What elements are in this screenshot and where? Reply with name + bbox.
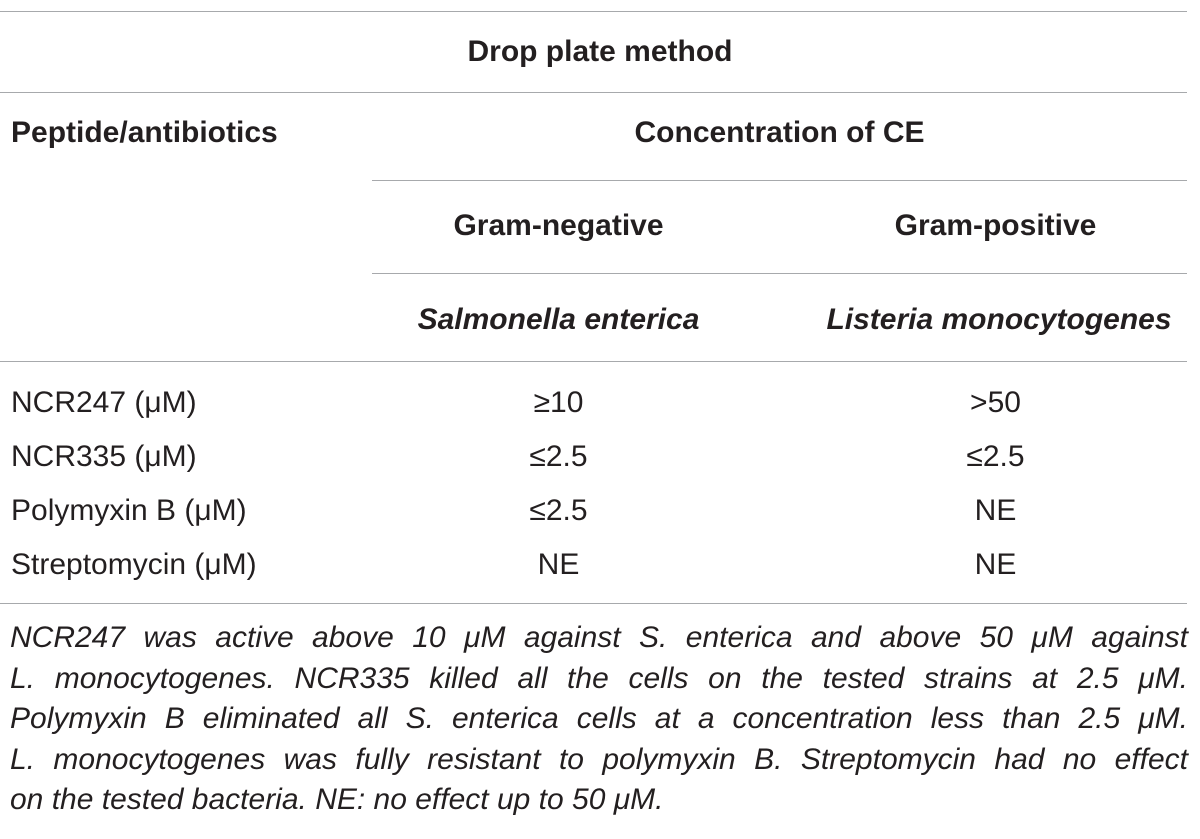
row-label: Streptomycin (μM) [11,548,257,581]
row-label: NCR335 (μM) [11,440,197,473]
column-header-species-salmonella: Salmonella enterica [417,303,700,336]
cell-gram-positive: >50 [970,386,1021,419]
header-bottom-rule [0,361,1187,362]
column-header-species-listeria: Listeria monocytogenes [826,303,1172,336]
table-title: Drop plate method [467,35,733,68]
footnote-line: Polymyxin B eliminated all S. enterica c… [10,702,1188,735]
cell-gram-positive: ≤2.5 [966,440,1025,473]
cell-gram-negative: ≤2.5 [529,494,588,527]
group-header-rule [372,180,1187,181]
cell-gram-negative: NE [537,548,580,581]
row-label: NCR247 (μM) [11,386,197,419]
table-top-rule [0,11,1187,12]
cell-gram-negative: ≥10 [533,386,584,419]
cell-gram-negative: ≤2.5 [529,440,588,473]
table-bottom-rule [0,603,1187,604]
row-label: Polymyxin B (μM) [11,494,247,527]
footnote-line: NCR247 was active above 10 μM against S.… [10,621,1188,654]
column-header-gram-negative: Gram-negative [453,209,664,242]
row-header: Peptide/antibiotics [11,116,278,149]
table-footnote: NCR247 was active above 10 μM against S.… [10,618,1188,821]
footnote-line: L. monocytogenes was fully resistant to … [10,742,1188,776]
group-header: Concentration of CE [634,116,925,149]
cell-gram-positive: NE [974,494,1017,527]
footnote-line: L. monocytogenes. NCR335 killed all the … [10,661,1188,695]
gram-header-rule [372,273,1187,274]
title-rule [0,92,1187,93]
cell-gram-positive: NE [974,548,1017,581]
footnote-line: on the tested bacteria. NE: no effect up… [10,783,664,816]
column-header-gram-positive: Gram-positive [894,209,1097,242]
